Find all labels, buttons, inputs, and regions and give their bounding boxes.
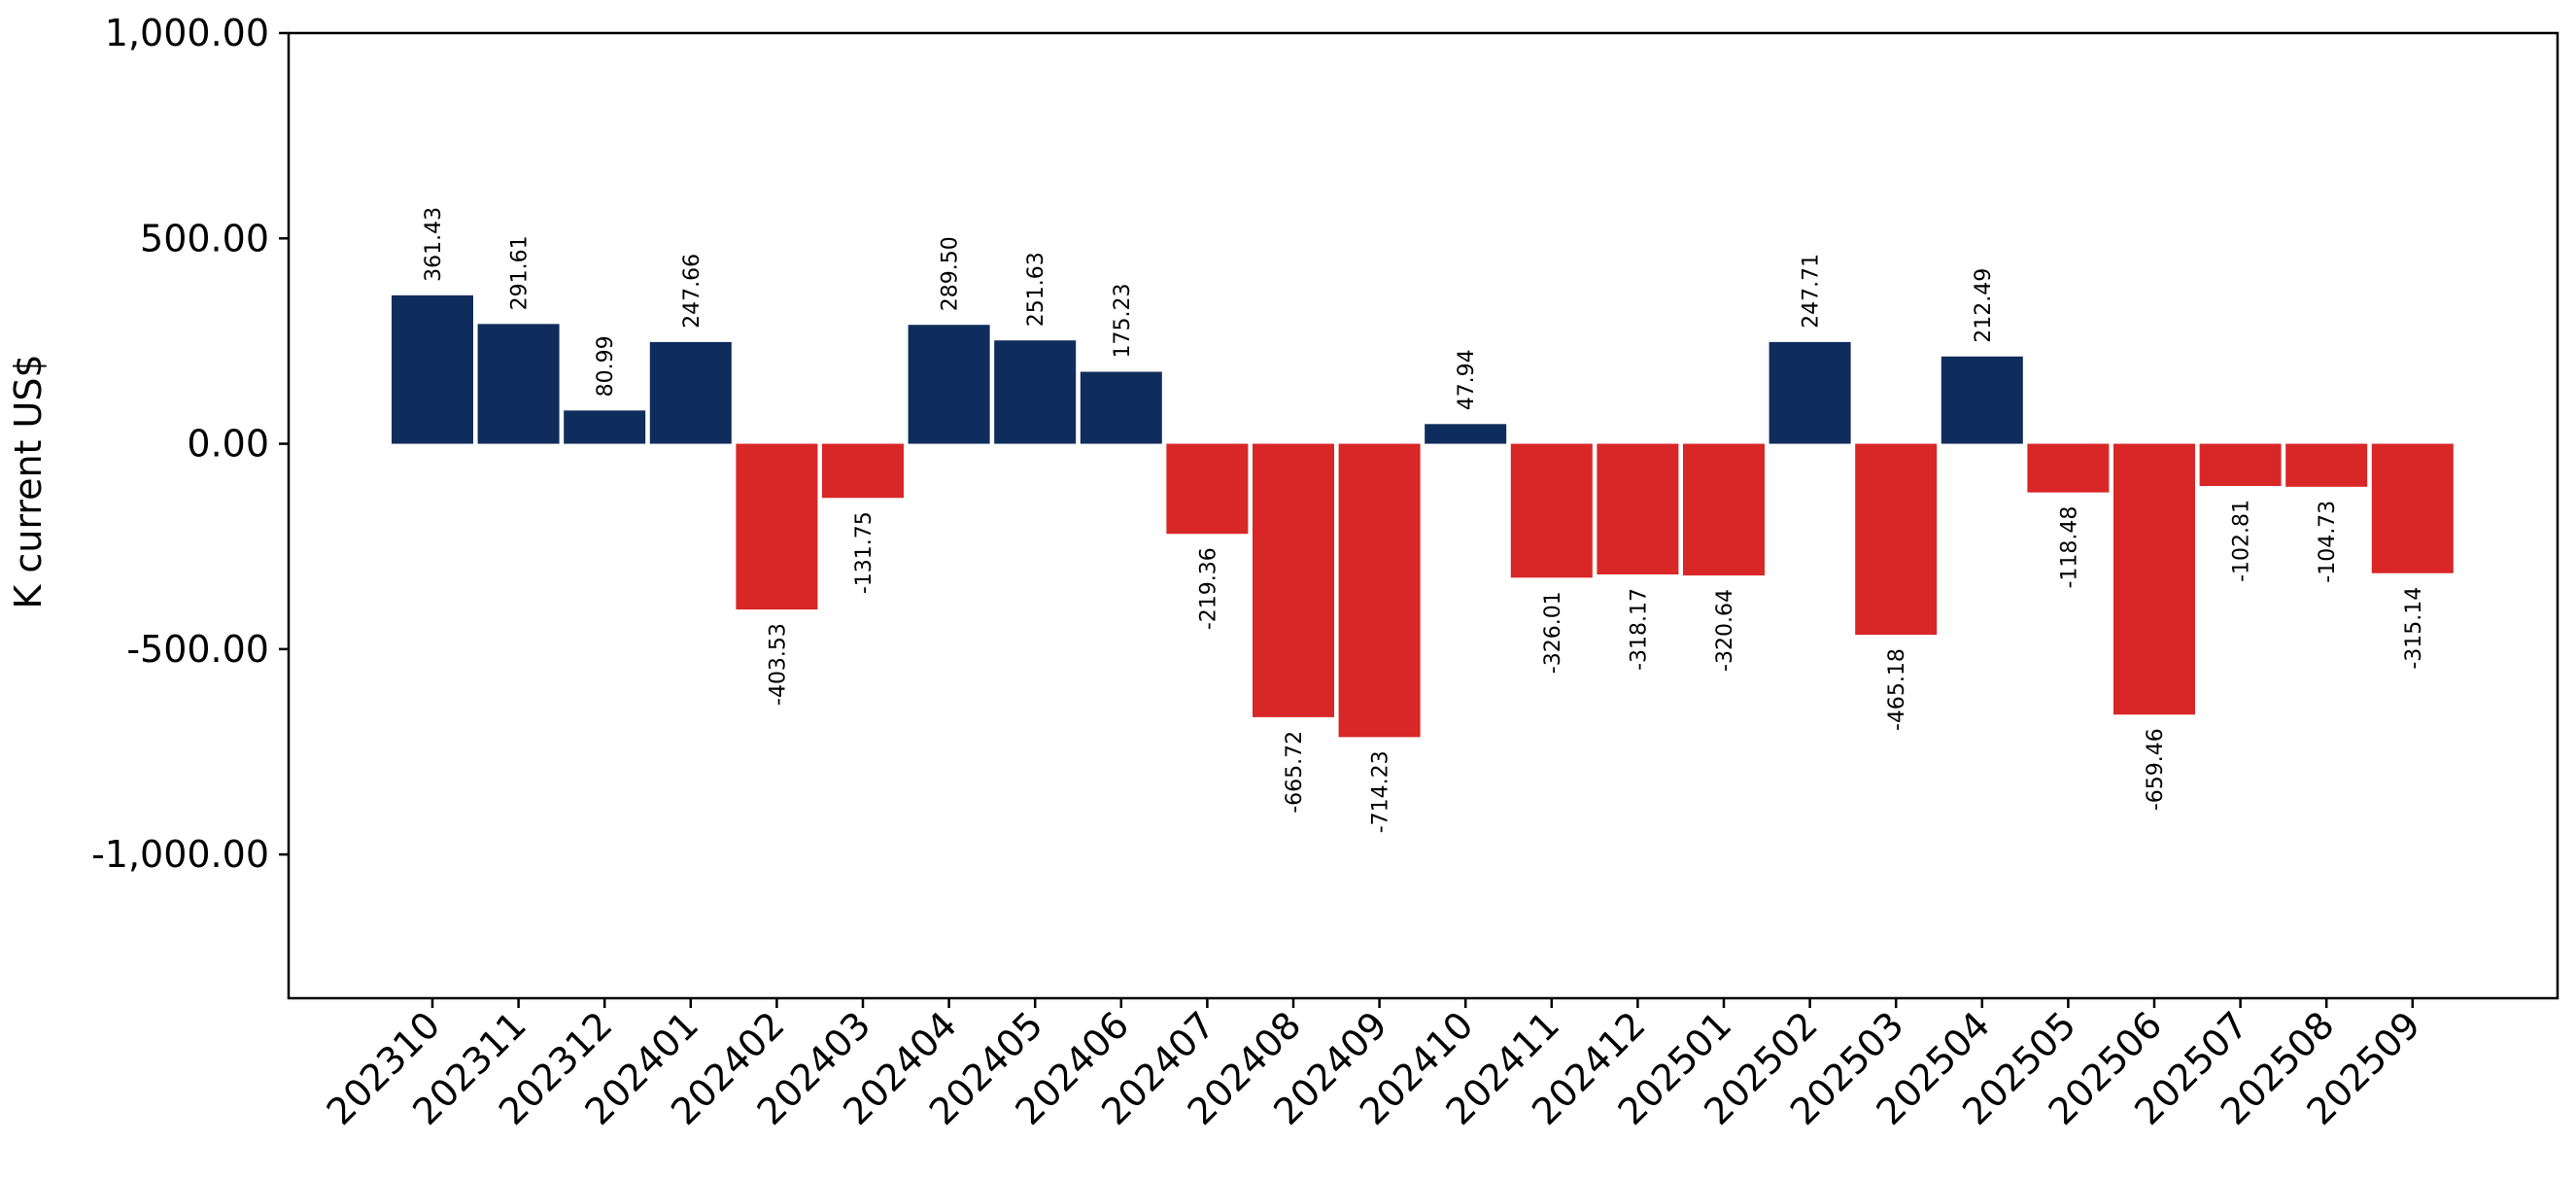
y-axis: 1,000.00 500.00 0.00 -500.00 -1,000.00 [91, 12, 289, 876]
y-tick-label: -500.00 [126, 628, 269, 671]
bar-202408 [1253, 443, 1334, 717]
bar-202508 [2285, 443, 2368, 487]
bar-202409 [1338, 443, 1421, 738]
bar-202505 [2027, 443, 2110, 493]
bar-202503 [1855, 443, 1938, 636]
bar-202501 [1683, 443, 1765, 576]
bar-value-label: -219.36 [1196, 547, 1220, 630]
y-tick-label: 500.00 [140, 217, 269, 260]
bar-202310 [392, 295, 473, 444]
bar-value-label: -118.48 [2057, 506, 2081, 589]
bar-202402 [736, 443, 818, 610]
bar-value-label: -659.46 [2144, 728, 2168, 811]
bar-value-label: -326.01 [1541, 591, 1565, 674]
bar-202411 [1510, 443, 1593, 578]
y-tick-label: 1,000.00 [105, 12, 269, 54]
bar-value-label: -318.17 [1627, 588, 1651, 671]
y-tick-label: -1,000.00 [91, 833, 269, 876]
bar-202405 [994, 340, 1077, 444]
axes-frame [287, 31, 2559, 1000]
bar-value-label: -102.81 [2230, 500, 2254, 582]
bar-202509 [2371, 443, 2454, 573]
bar-202507 [2199, 443, 2282, 486]
bar-202407 [1166, 443, 1249, 535]
bar-value-label: 212.49 [1972, 268, 1996, 343]
bar-value-label: 247.66 [680, 254, 704, 329]
bar-value-label: 175.23 [1111, 284, 1135, 359]
bar-202506 [2113, 443, 2195, 715]
bar-202404 [908, 325, 990, 444]
bar-value-label: -714.23 [1369, 750, 1393, 833]
bar-202311 [477, 324, 560, 444]
y-axis-title: K current US$ [7, 354, 50, 608]
bar-202410 [1425, 424, 1507, 444]
bar-value-label: -131.75 [852, 511, 876, 594]
bar-value-label: 247.71 [1800, 254, 1824, 329]
bar-value-label: -315.14 [2402, 587, 2426, 670]
bar-202403 [822, 443, 904, 499]
bar-value-label: -320.64 [1713, 589, 1737, 672]
bar-labels-group: 361.43 291.61 80.99 247.66 -403.53 -131.75 289… [422, 207, 2426, 833]
bar-value-label: 361.43 [422, 207, 446, 282]
bar-value-label: 47.94 [1455, 349, 1479, 410]
bar-202312 [564, 410, 646, 444]
bar-value-label: -665.72 [1283, 731, 1307, 814]
bars-group [392, 295, 2454, 738]
bar-value-label: -465.18 [1885, 648, 1909, 731]
bar-value-label: 251.63 [1024, 252, 1048, 327]
bar-202412 [1597, 443, 1679, 574]
bar-value-label: 289.50 [939, 236, 963, 311]
bar-value-label: -104.73 [2316, 501, 2340, 583]
y-tick-label: 0.00 [187, 423, 269, 466]
bar-202406 [1080, 371, 1162, 444]
bar-value-label: 291.61 [508, 235, 532, 310]
bar-value-label: -403.53 [766, 623, 790, 706]
x-axis: 2023102023112023122024012024022024032024… [319, 998, 2428, 1133]
bar-202504 [1941, 356, 2023, 444]
bar-value-label: 80.99 [594, 335, 618, 397]
bar-202401 [649, 341, 732, 444]
bar-202502 [1769, 341, 1851, 444]
